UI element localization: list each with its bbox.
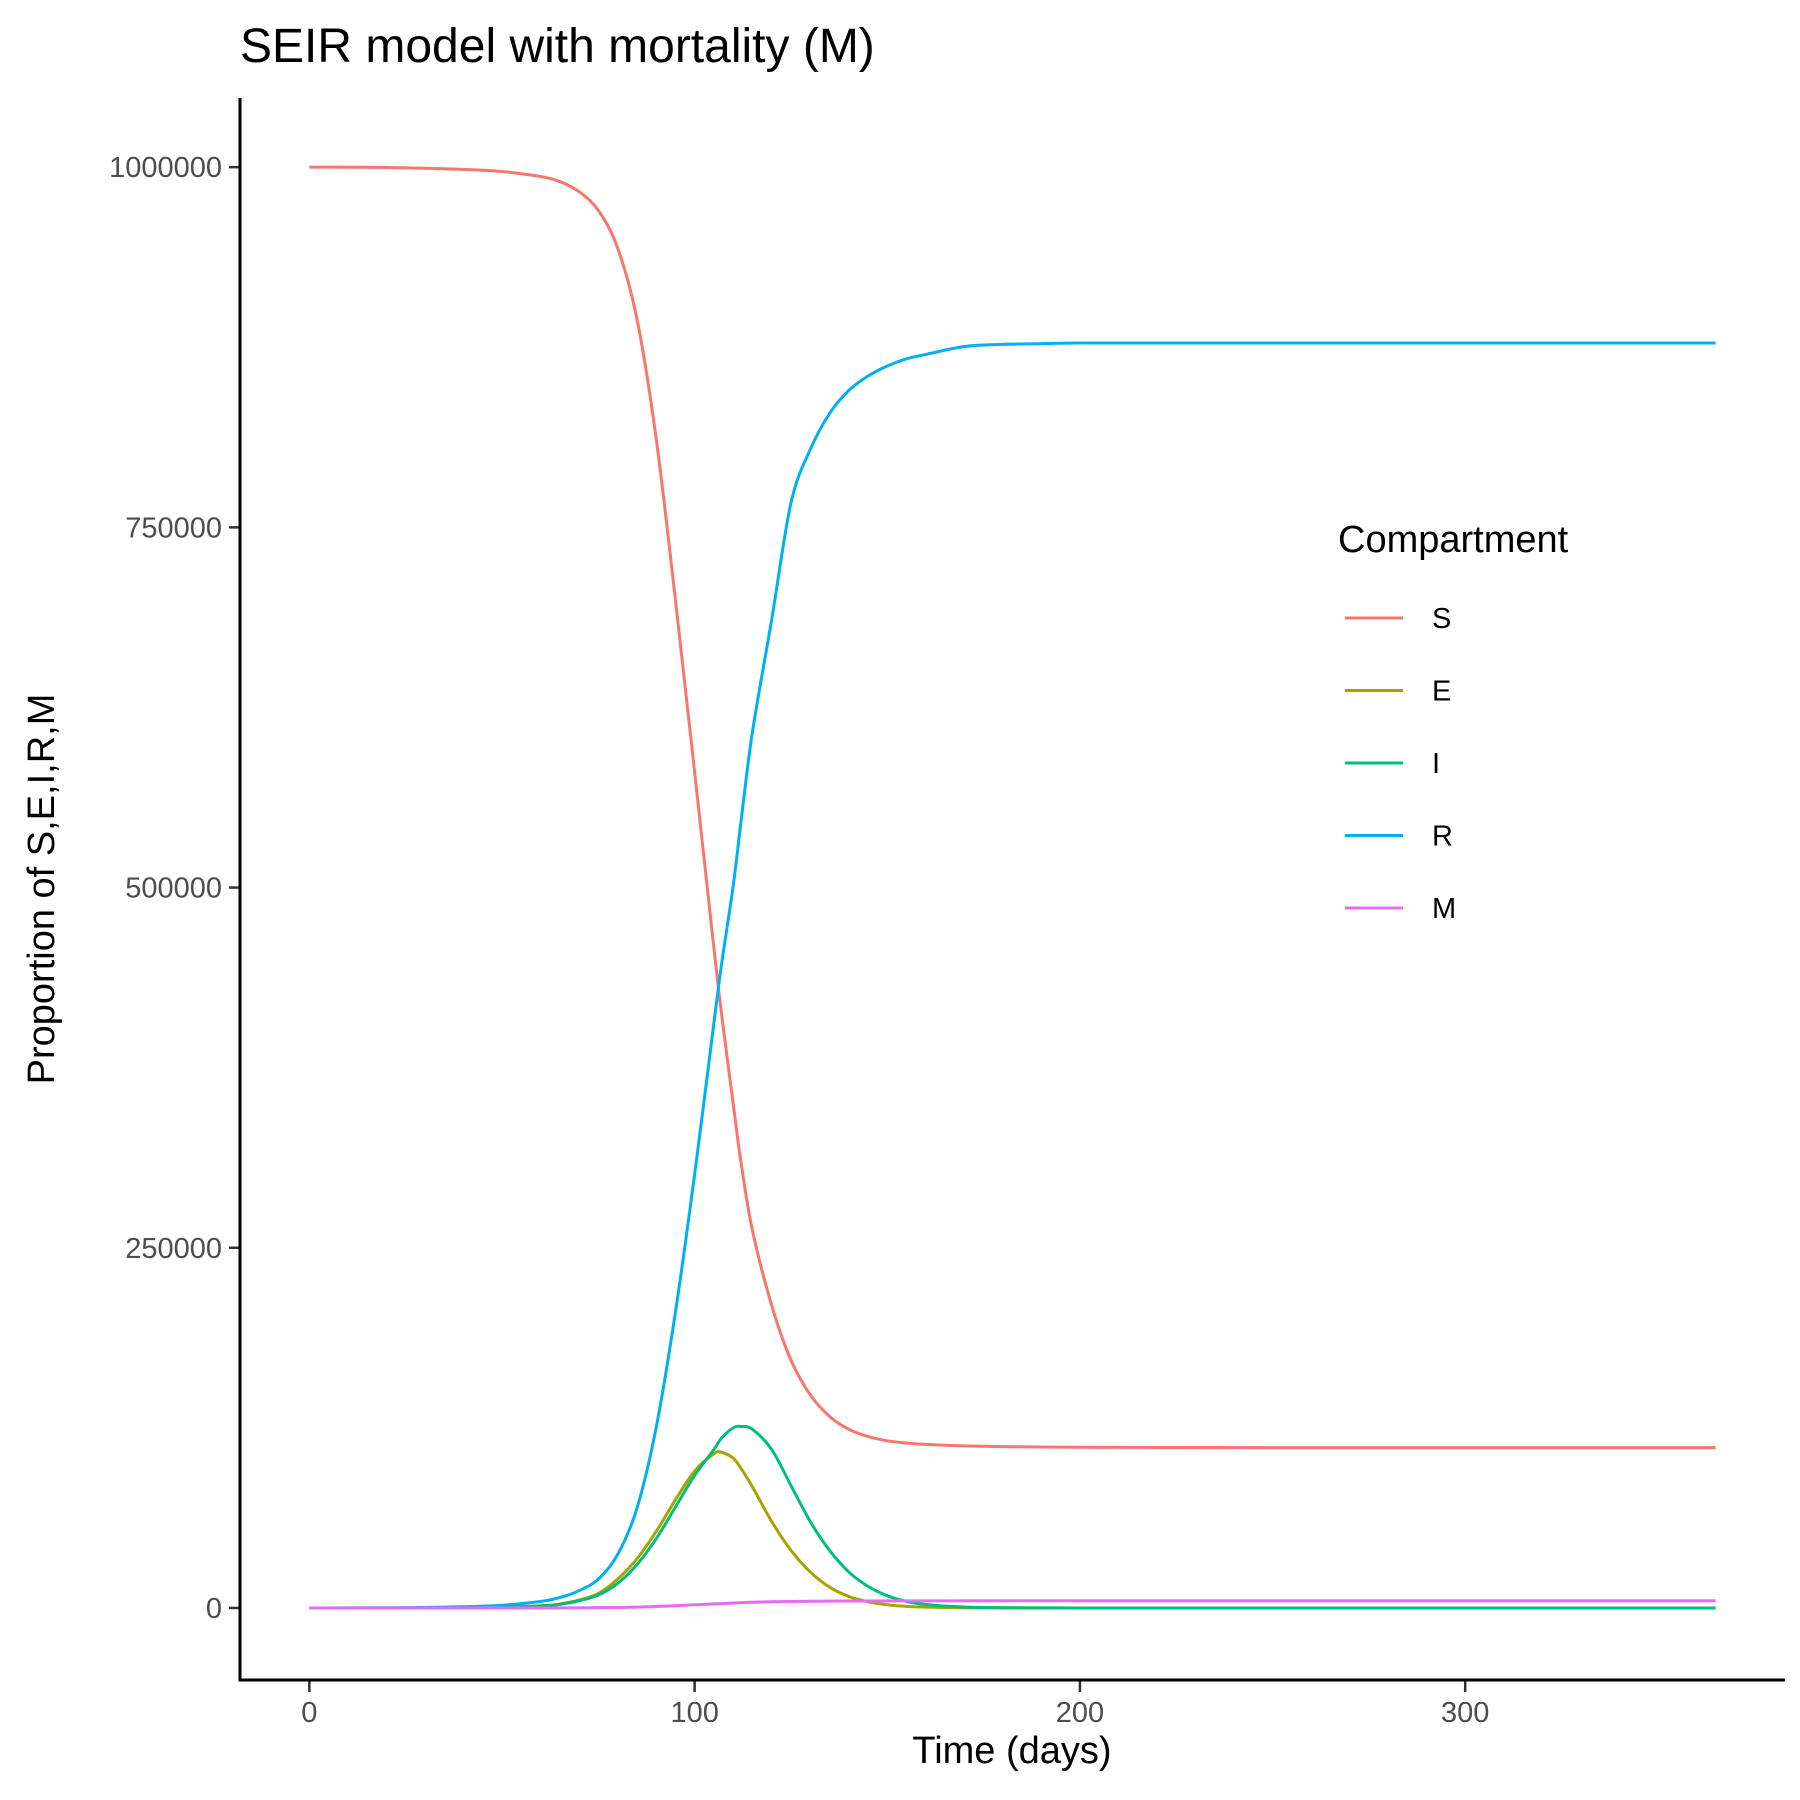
plot-series [309,165,1716,1610]
x-tick-label: 0 [301,1697,317,1729]
series-line-s [309,165,1716,1450]
y-tick-label: 250000 [125,1233,222,1265]
legend-label-m: M [1432,893,1456,925]
x-tick-label: 200 [1056,1697,1104,1729]
x-tick-label: 300 [1441,1697,1489,1729]
x-tick-label: 100 [670,1697,718,1729]
series-line-i [309,1424,1716,1610]
legend-items: S E I R M [1345,603,1456,925]
series-line-r [309,341,1716,1610]
y-axis-ticks: 0 250000 500000 750000 1000000 [109,152,239,1625]
y-axis-title: Proportion of S,E,I,R,M [21,694,63,1085]
x-axis-ticks: 0 100 200 300 [301,1681,1489,1729]
y-tick-label: 750000 [125,512,222,544]
legend-label-s: S [1432,603,1451,635]
series-line-m [309,1599,1716,1610]
y-tick-label: 1000000 [109,152,222,184]
legend: Compartment S E I R M [1338,519,1569,925]
series-line-e [309,1450,1716,1610]
chart-title: SEIR model with mortality (M) [240,20,875,73]
x-axis-title: Time (days) [912,1730,1111,1772]
legend-title: Compartment [1338,519,1569,561]
legend-label-e: E [1432,676,1451,708]
y-tick-label: 500000 [125,873,222,905]
legend-label-r: R [1432,821,1453,853]
y-tick-label: 0 [206,1593,222,1625]
legend-label-i: I [1432,748,1440,780]
